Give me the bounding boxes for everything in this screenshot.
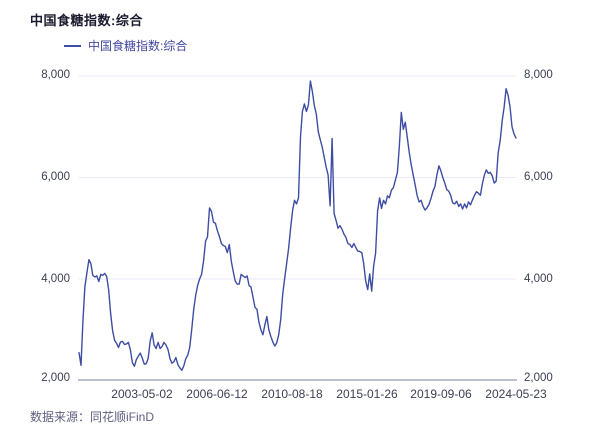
x-axis-label-2: 2010-08-18: [261, 387, 323, 401]
y-axis-label-left-4000: 4,000: [41, 273, 70, 285]
x-axis-label-3: 2015-01-26: [336, 387, 398, 401]
legend-line-icon: [64, 44, 81, 47]
x-axis-label-1: 2006-06-12: [186, 387, 248, 401]
series-line: [78, 80, 517, 371]
data-source: 数据来源：同花顺iFinD: [30, 410, 155, 424]
plot-area[interactable]: 2003-05-02 2006-06-12 2010-08-18 2015-01…: [78, 60, 547, 401]
y-axis-label-right-2000: 2,000: [524, 372, 553, 384]
legend: 中国食糖指数:综合: [64, 37, 187, 54]
x-axis-label-0: 2003-05-02: [111, 387, 173, 401]
y-axis-label-right-6000: 6,000: [524, 171, 553, 183]
legend-label: 中国食糖指数:综合: [88, 39, 188, 53]
x-axis-label-4: 2019-09-06: [410, 387, 472, 401]
y-axis-label-right-4000: 4,000: [524, 273, 553, 285]
x-axis-label-5: 2024-05-23: [485, 387, 547, 401]
y-axis-label-left-6000: 6,000: [41, 171, 70, 183]
y-axis-label-right-8000: 8,000: [524, 69, 553, 81]
y-axis-label-left-8000: 8,000: [41, 69, 70, 81]
page-title: 中国食糖指数:综合: [30, 13, 143, 28]
chart-svg: [78, 75, 517, 381]
y-axis-label-left-2000: 2,000: [41, 372, 70, 384]
